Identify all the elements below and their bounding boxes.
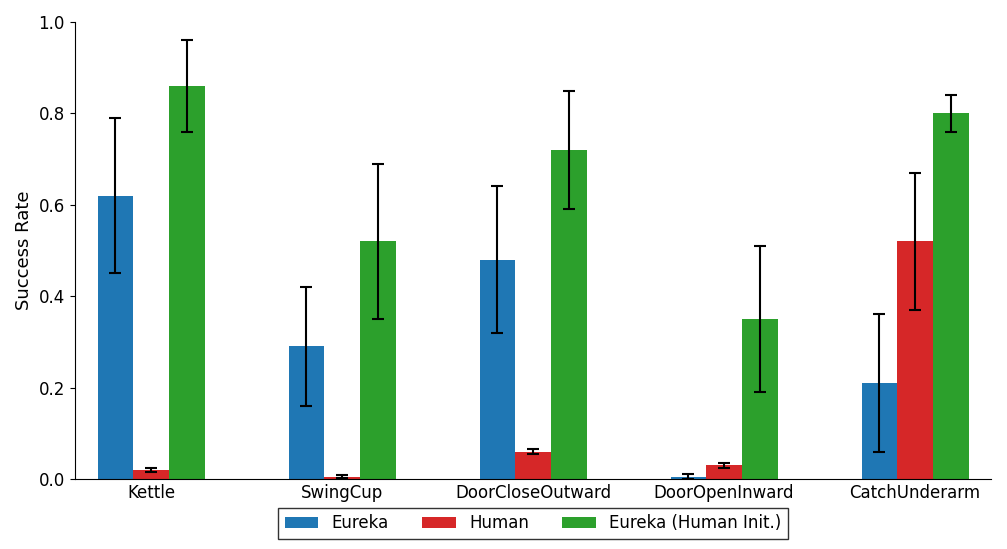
Bar	[133, 470, 169, 479]
Bar	[706, 465, 742, 479]
Bar	[479, 260, 516, 479]
Bar	[516, 451, 551, 479]
Bar	[324, 477, 359, 479]
Bar	[289, 346, 324, 479]
Y-axis label: Success Rate: Success Rate	[15, 191, 33, 310]
Bar	[551, 150, 586, 479]
Bar	[742, 319, 777, 479]
Bar	[671, 477, 706, 479]
Bar	[932, 114, 969, 479]
Bar	[169, 86, 204, 479]
Bar	[897, 242, 932, 479]
Bar	[862, 383, 897, 479]
Legend: Eureka, Human, Eureka (Human Init.): Eureka, Human, Eureka (Human Init.)	[278, 508, 787, 539]
Bar	[359, 242, 396, 479]
Bar	[98, 195, 133, 479]
